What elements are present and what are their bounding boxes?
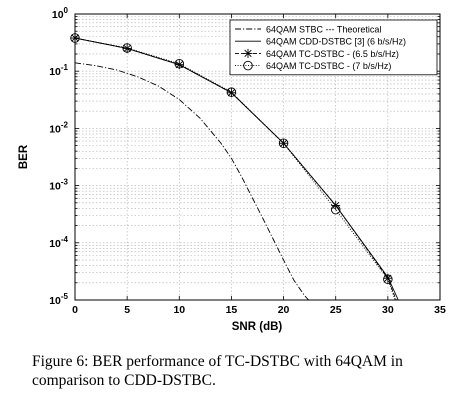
x-tick-label: 35 [434, 304, 446, 316]
y-tick-label: 10-4 [49, 235, 68, 250]
marker-circle [243, 60, 253, 71]
marker-circle [174, 58, 185, 69]
marker-star [243, 48, 253, 58]
legend-label: 64QAM TC-DSTBC - (6.5 b/s/Hz) [266, 49, 399, 59]
plot-frame [74, 13, 441, 301]
x-tick-label: 30 [382, 304, 394, 316]
x-tick-label: 10 [173, 304, 185, 316]
x-tick-label: 0 [72, 304, 78, 316]
chart-legend: 64QAM STBC --- Theoretical 64QAM CDD-DSTB… [229, 19, 438, 76]
axis-ticks: 0 5 10 15 20 25 30 35 100 10-1 10-2 10-3 10-4 10-5 [49, 6, 446, 316]
series-line-4 [74, 37, 396, 301]
marker-circle [330, 204, 341, 215]
x-tick-label: 5 [124, 304, 130, 316]
chart-series [70, 33, 399, 301]
y-tick-label: 10-5 [49, 292, 68, 307]
marker-star-stroke [384, 274, 392, 282]
x-tick-label: 25 [330, 304, 342, 316]
marker-circle [122, 43, 132, 53]
marker-circle [383, 274, 393, 285]
marker-star-stroke [244, 49, 252, 58]
legend-label: 64QAM STBC --- Theoretical [266, 25, 381, 35]
marker-star [383, 273, 393, 283]
legend-box [229, 19, 438, 76]
x-axis-label: SNR (dB) [232, 321, 283, 333]
ber-chart: 0 5 10 15 20 25 30 35 100 10-1 10-2 10-3 10-4 10-5 64… [18, 6, 446, 333]
x-tick-label: 20 [278, 304, 290, 316]
y-tick-label: 10-2 [49, 120, 68, 135]
legend-label: 64QAM TC-DSTBC - (7 b/s/Hz) [266, 61, 391, 71]
marker-circle [226, 87, 237, 97]
legend-label: 64QAM CDD-DSTBC [3] (6 b/s/Hz) [266, 37, 406, 47]
series-line-3 [74, 37, 397, 301]
figure-caption: Figure 6: BER performance of TC-DSTBC wi… [32, 353, 403, 389]
y-tick-label: 10-3 [49, 178, 68, 193]
chart-grid [75, 14, 440, 300]
y-tick-label: 10-1 [49, 63, 68, 78]
y-tick-label: 100 [52, 6, 69, 21]
series-line-2 [74, 37, 399, 301]
y-axis-label: BER [18, 144, 30, 169]
series-line-1 [74, 62, 309, 301]
x-tick-label: 15 [226, 304, 238, 316]
marker-star [122, 43, 132, 53]
marker-circle [278, 138, 289, 149]
marker-star-stroke [123, 44, 131, 53]
marker-star-stroke [175, 61, 183, 69]
